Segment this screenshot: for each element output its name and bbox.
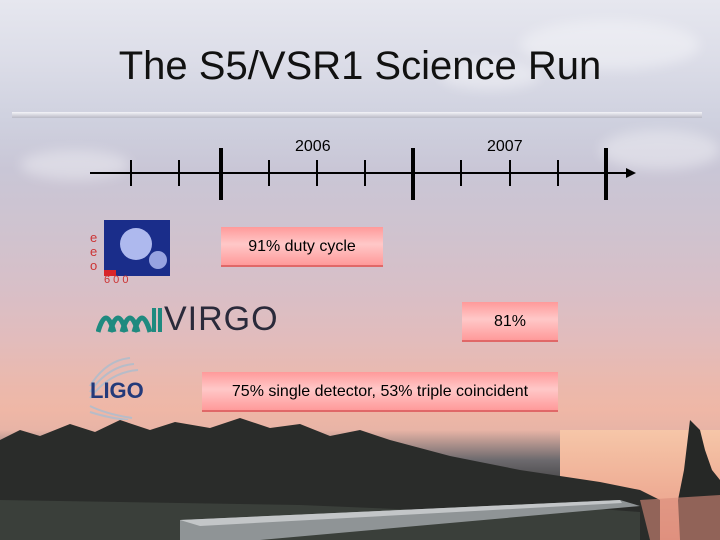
cloud: [520, 20, 700, 70]
year-label-2006: 2006: [295, 138, 331, 155]
geo600-duty-bar: 91% duty cycle: [221, 227, 383, 267]
beam-tube: [180, 500, 640, 540]
geo600-emblem: [104, 220, 170, 276]
cloud: [440, 60, 540, 90]
virgo-duty-label: 81%: [493, 313, 527, 330]
geo600-letter-o: o: [90, 258, 98, 273]
virgo-logo-icon: VIRGO: [96, 300, 278, 340]
ligo-duty-bar: 75% single detector, 53% triple coincide…: [202, 372, 558, 412]
ligo-logo-text: LIGO: [90, 378, 144, 403]
virgo-duty-bar: 81%: [462, 302, 558, 342]
geo600-letter-e: e: [90, 244, 98, 259]
geo600-duty-label: 91% duty cycle: [248, 238, 356, 255]
ligo-duty-label: 75% single detector, 53% triple coincide…: [231, 383, 529, 400]
geo600-subtext: 6 0 0: [104, 274, 129, 286]
timeline-arrowhead: [626, 168, 636, 178]
virgo-waves-icon: [96, 308, 162, 333]
ligo-arcs-icon: [89, 357, 139, 420]
beam-tube-highlight: [180, 500, 622, 526]
water-reflection: [640, 495, 720, 540]
slide-title: The S5/VSR1 Science Run: [118, 44, 602, 88]
ligo-logo-icon: LIGO: [86, 356, 176, 420]
geo600-logo-icon: e e o 6 0 0: [88, 212, 178, 292]
virgo-logo-text: VIRGO: [164, 300, 279, 338]
year-label-2007: 2007: [487, 138, 523, 155]
title-underline: [12, 112, 702, 118]
cloud: [20, 150, 130, 180]
geo600-letter-g: e: [90, 230, 98, 245]
cloud: [600, 130, 720, 170]
